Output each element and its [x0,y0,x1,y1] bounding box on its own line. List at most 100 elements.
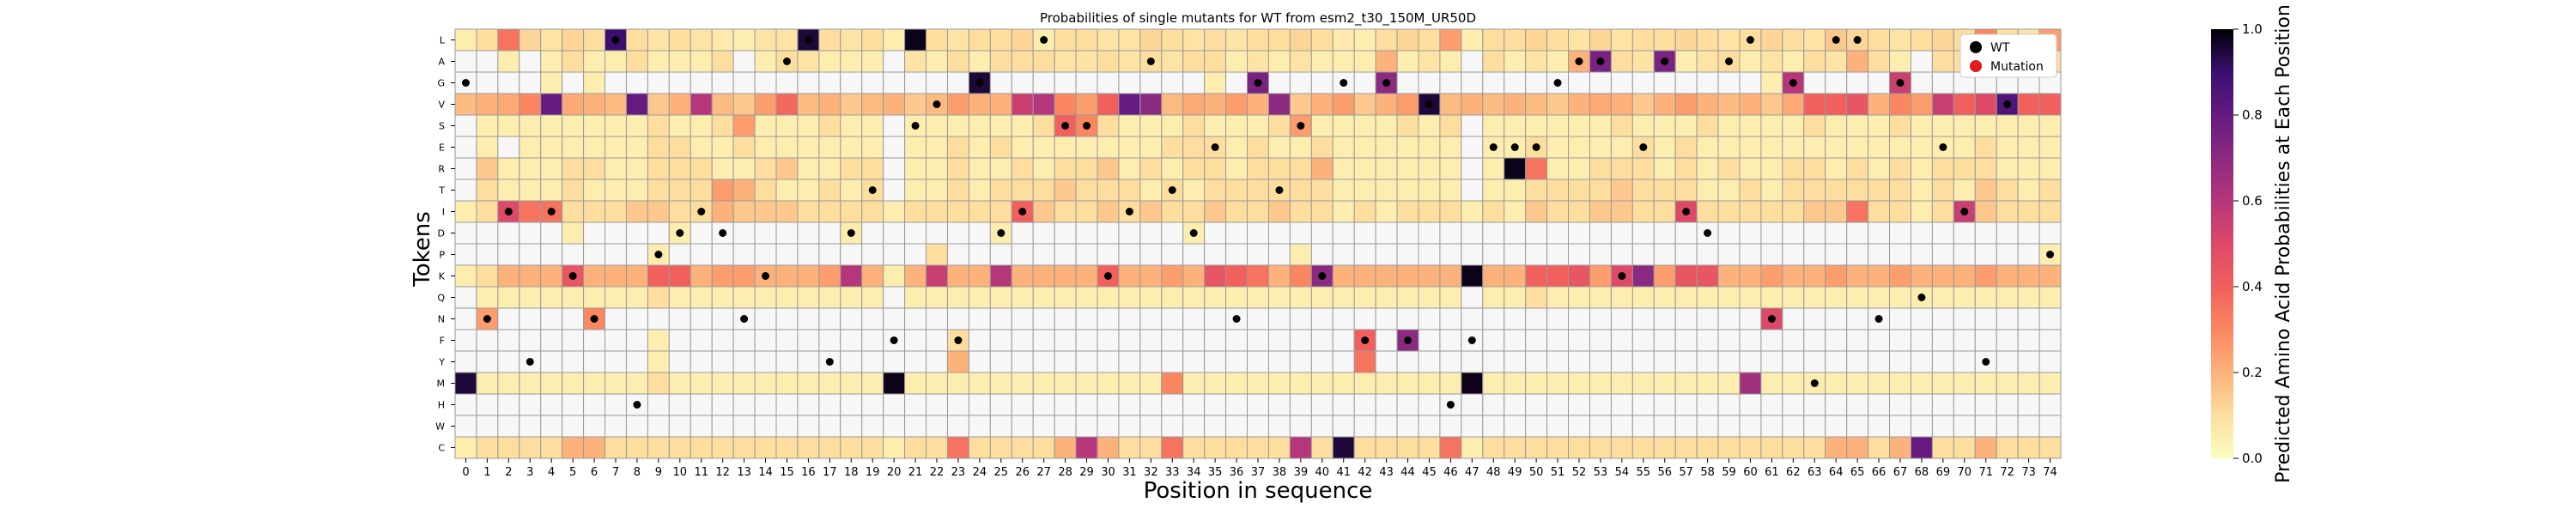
heatmap-cell [1610,436,1633,459]
heatmap-cell [1054,415,1077,438]
x-tick-label: 10 [673,466,688,479]
heatmap-cell [647,136,670,159]
heatmap-cell [1846,329,1869,352]
heatmap-cell [926,350,948,373]
heatmap-cell [1974,93,1997,116]
legend-box [1959,33,2057,78]
heatmap-cell [1247,50,1269,73]
heatmap-cell [989,28,1012,52]
wt-marker [1446,401,1455,409]
heatmap-cell [1610,179,1633,202]
heatmap-cell [926,286,948,309]
heatmap-cell [1931,329,1954,352]
heatmap-cell [583,28,606,52]
heatmap-cell [1717,243,1741,266]
heatmap-cell [1696,264,1719,288]
heatmap-cell [1504,350,1527,373]
heatmap-cell [1610,136,1633,159]
heatmap-cell [1782,243,1805,266]
heatmap-cell [1011,372,1034,395]
heatmap-cell [690,93,713,116]
heatmap-cell [1803,157,1826,180]
heatmap-cell [968,393,991,416]
heatmap-cell [1931,264,1954,288]
heatmap-cell [647,350,670,373]
heatmap-cell [1525,329,1548,352]
heatmap-cell [454,28,477,52]
heatmap-cell [1589,415,1612,438]
heatmap-cells [454,28,2062,459]
heatmap-cell [989,243,1012,266]
wt-marker [590,315,598,323]
heatmap-cell [1482,50,1505,73]
heatmap-cell [1247,28,1269,52]
heatmap-cell [1653,307,1676,330]
heatmap-cell [775,436,799,459]
heatmap-cell [1760,93,1783,116]
heatmap-cell [562,307,585,330]
x-tick-label: 63 [1807,466,1822,479]
heatmap-cell [476,28,499,52]
heatmap-cell [605,136,627,159]
heatmap-cell [1546,200,1570,223]
heatmap-cell [1332,264,1355,288]
heatmap-cell [1118,136,1141,159]
heatmap-cell [1310,71,1334,94]
heatmap-cell [1846,179,1869,202]
heatmap-cell [1525,71,1548,94]
heatmap-cell [775,393,799,416]
wt-marker [1661,58,1669,65]
heatmap-cell [775,114,799,137]
heatmap-cell [1568,71,1590,94]
heatmap-cell [754,114,777,137]
heatmap-cell [1032,50,1055,73]
heatmap-cell [1310,179,1334,202]
heatmap-cell [540,243,563,266]
heatmap-cell [1889,200,1911,223]
heatmap-cell [1868,200,1891,223]
heatmap-cell [1161,264,1184,288]
heatmap-cell [946,243,969,266]
heatmap-cell [1782,415,1805,438]
heatmap-cell [1653,136,1676,159]
heatmap-cell [861,50,884,73]
y-tick-label: G [437,78,445,89]
heatmap-cell [1118,393,1141,416]
heatmap-cell [1589,114,1612,137]
heatmap-cell [454,350,477,373]
heatmap-cell [1953,415,1976,438]
heatmap-cell [861,114,884,137]
x-tick-label: 67 [1893,466,1908,479]
x-tick-label: 59 [1722,466,1736,479]
heatmap-cell [1289,28,1312,52]
wt-marker [1982,358,1990,366]
heatmap-cell [711,329,734,352]
heatmap-cell [840,50,863,73]
heatmap-cell [1267,393,1291,416]
y-tick-label: M [437,379,446,390]
heatmap-cell [1931,157,1954,180]
heatmap-cell [1717,136,1741,159]
heatmap-cell [1631,286,1655,309]
heatmap-cell [1631,393,1655,416]
heatmap-cell [605,179,627,202]
heatmap-cell [904,264,927,288]
heatmap-cell [1332,136,1355,159]
heatmap-cell [1868,136,1891,159]
heatmap-cell [1568,264,1590,288]
heatmap-cell [1011,286,1034,309]
heatmap-cell [583,114,606,137]
heatmap-cell [754,350,777,373]
heatmap-cell [1461,221,1484,245]
heatmap-cell [583,50,606,73]
heatmap-cell [1803,221,1826,245]
heatmap-cell [1674,307,1698,330]
heatmap-cell [1546,415,1570,438]
heatmap-cell [1247,393,1269,416]
heatmap-cell [625,372,648,395]
heatmap-cell [711,286,734,309]
heatmap-cell [1225,286,1249,309]
heatmap-cell [605,372,627,395]
heatmap-cell [1161,28,1184,52]
heatmap-cell [1696,157,1719,180]
